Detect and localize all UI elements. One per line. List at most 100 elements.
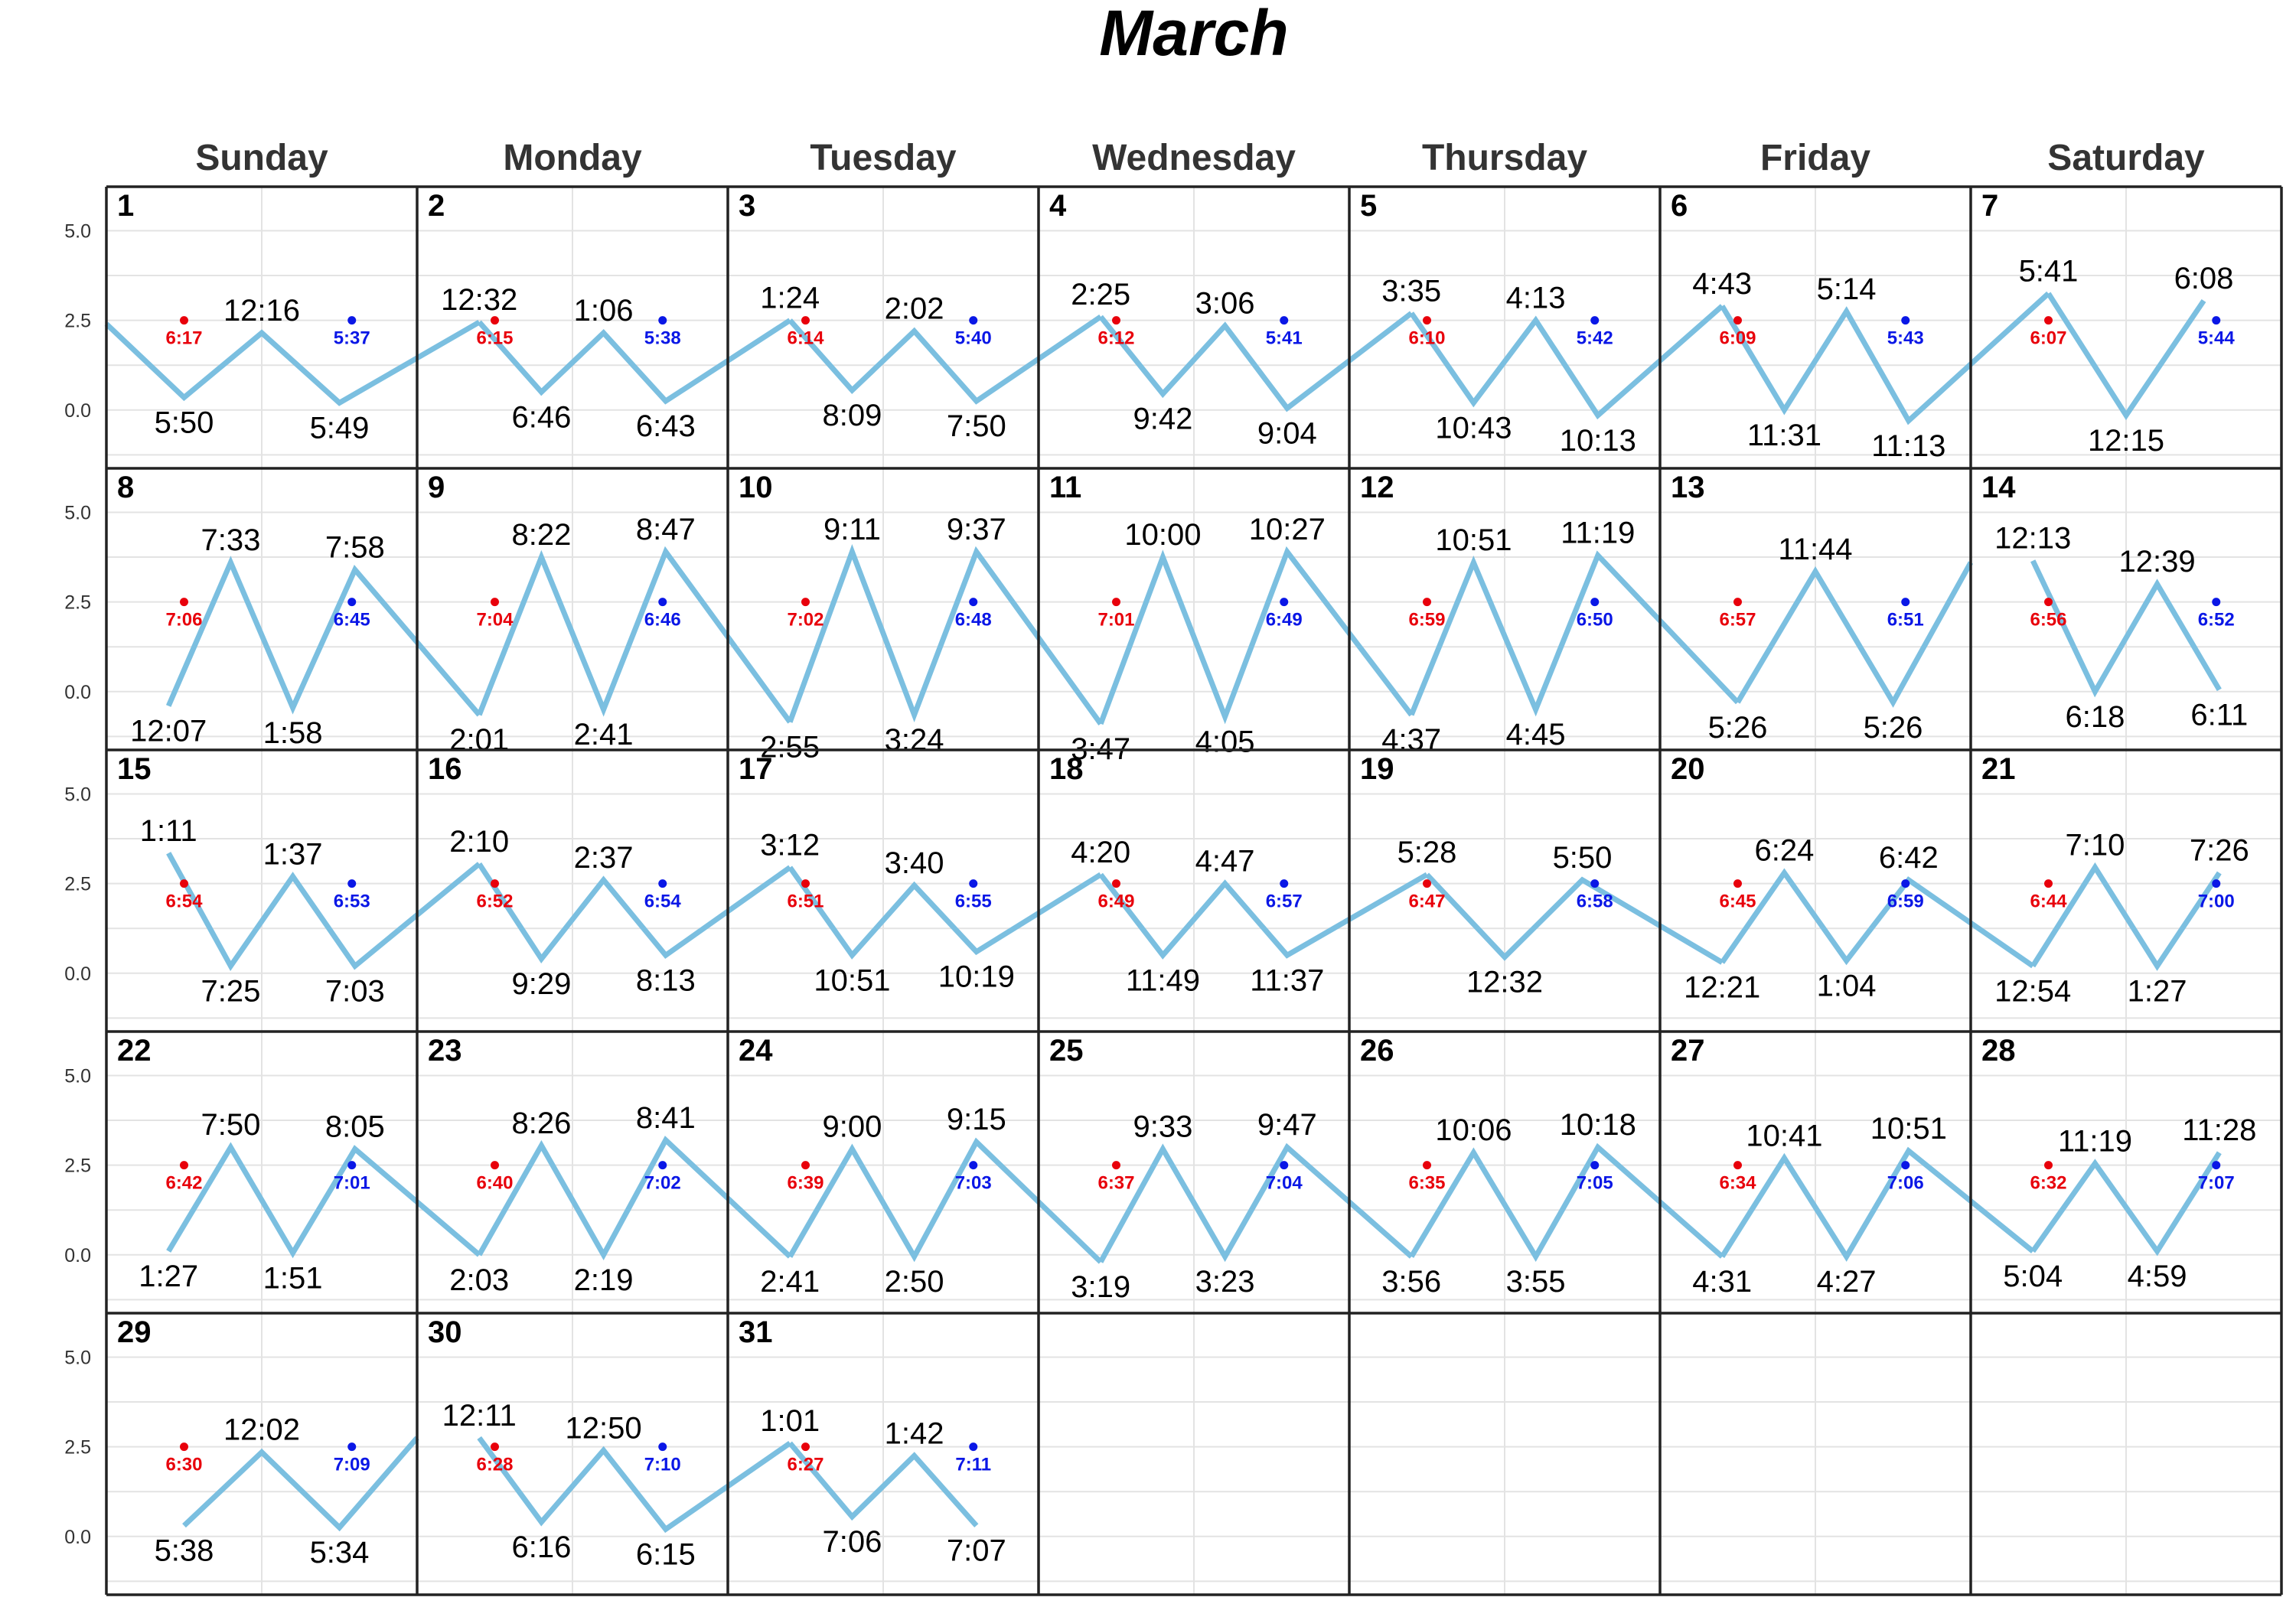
tide-labels: 5:50 12:16 5:49 12:32 6:46 1:06 6:43 1:24 8:09 2:… <box>130 254 2256 1571</box>
day-cell: 25 <box>1049 1034 1084 1068</box>
sunset-dot <box>1901 316 1910 325</box>
y-tick-label: 2.5 <box>64 592 91 614</box>
day-number: 8 <box>117 471 134 504</box>
high-tide-label: 7:58 <box>325 530 385 564</box>
day-cell: 12 <box>1360 471 1394 504</box>
sunrise-dot <box>2044 1161 2053 1170</box>
tide-lines <box>104 291 2222 1534</box>
tide-line <box>787 543 1104 725</box>
day-number: 9 <box>428 471 445 504</box>
tide-line <box>788 1441 979 1528</box>
sunset-dot <box>2212 598 2221 607</box>
sunrise-time: 7:02 <box>787 610 823 631</box>
sunset-time: 5:41 <box>1266 328 1303 349</box>
sunrise-dot <box>801 879 810 888</box>
high-tide-label: 9:15 <box>947 1103 1006 1136</box>
y-tick-label: 5.0 <box>64 1065 91 1087</box>
sunrise-dot <box>180 316 188 325</box>
high-tide-label: 9:37 <box>947 513 1006 546</box>
sunset-dot <box>1280 598 1289 607</box>
sunset-dot <box>1590 1161 1600 1170</box>
sunset-time: 7:01 <box>334 1173 370 1194</box>
high-tide-label: 8:05 <box>325 1110 385 1144</box>
tide-line <box>182 1436 419 1532</box>
day-cell: 7 <box>1981 189 1998 223</box>
day-number: 18 <box>1049 752 1084 786</box>
low-tide-label: 1:51 <box>263 1261 323 1295</box>
high-tide-label: 12:13 <box>1994 522 2071 556</box>
sunset-time: 7:06 <box>1887 1173 1924 1194</box>
sunrise-dot <box>491 316 499 325</box>
day-cell: 11 <box>1049 471 1081 504</box>
sunset-dot <box>347 1161 357 1170</box>
day-cell: 23 <box>428 1034 462 1068</box>
day-cell: 29 <box>117 1315 152 1349</box>
sunrise-time: 6:17 <box>165 328 202 349</box>
low-tide-label: 4:37 <box>1381 723 1441 757</box>
sunrise-time: 6:47 <box>1408 892 1445 912</box>
day-number: 2 <box>428 189 445 223</box>
tide-line <box>2046 292 2206 421</box>
sunrise-time: 6:10 <box>1408 328 1445 349</box>
sunset-time: 5:37 <box>334 328 370 349</box>
high-tide-label: 6:08 <box>2174 262 2234 295</box>
tide-line <box>1720 1146 2035 1262</box>
weekday-label: Thursday <box>1422 138 1587 178</box>
tide-line <box>104 319 481 406</box>
tide-line <box>1098 872 1429 960</box>
high-tide-label: 11:44 <box>1778 533 1852 566</box>
sunrise-time: 6:27 <box>787 1455 823 1475</box>
weekday-label: Wednesday <box>1092 138 1296 178</box>
day-number: 1 <box>117 189 134 223</box>
low-tide-label: 4:05 <box>1195 725 1255 759</box>
low-tide-label: 4:59 <box>2128 1260 2187 1293</box>
tide-line <box>1098 311 1414 412</box>
day-cell: 18 <box>1049 752 1084 786</box>
tide-line <box>1409 1143 1724 1263</box>
day-number: 21 <box>1981 752 2016 786</box>
calendar-grid: 5:50 12:16 5:49 12:32 6:46 1:06 6:43 1:24 8:09 2:… <box>64 185 2283 1596</box>
sunrise-dot <box>180 1442 188 1452</box>
day-number: 7 <box>1981 189 1998 223</box>
sunset-dot <box>2212 879 2221 888</box>
sunset-time: 5:44 <box>2198 328 2236 349</box>
tide-line <box>788 865 1103 960</box>
high-tide-label: 10:06 <box>1435 1113 1512 1147</box>
sunrise-dot <box>2044 316 2053 325</box>
day-number: 24 <box>739 1034 773 1068</box>
sunset-time: 6:49 <box>1266 610 1303 631</box>
high-tide-label: 11:19 <box>2058 1124 2132 1158</box>
tide-line <box>1424 872 1724 965</box>
sunset-dot <box>969 598 978 607</box>
y-tick-label: 0.0 <box>64 963 91 985</box>
day-number: 5 <box>1360 189 1377 223</box>
low-tide-label: 4:31 <box>1692 1265 1752 1299</box>
sunset-dot <box>658 1442 667 1452</box>
high-tide-label: 1:37 <box>263 837 323 871</box>
low-tide-label: 12:21 <box>1684 971 1760 1005</box>
high-tide-label: 1:24 <box>760 282 820 315</box>
tide-line <box>166 852 481 972</box>
sunrise-time: 6:30 <box>165 1455 202 1475</box>
low-tide-label: 12:07 <box>130 715 207 748</box>
sunset-time: 6:53 <box>334 892 370 912</box>
sunrise-dot <box>1423 316 1431 325</box>
high-tide-label: 5:41 <box>2019 254 2079 288</box>
sunrise-dot <box>1112 598 1120 607</box>
sunset-dot <box>1280 316 1289 325</box>
high-tide-label: 1:11 <box>140 814 197 848</box>
y-tick-label: 0.0 <box>64 1527 91 1548</box>
low-tide-label: 11:37 <box>1250 963 1324 997</box>
low-tide-label: 7:25 <box>201 974 260 1008</box>
low-tide-label: 11:31 <box>1747 419 1821 452</box>
high-tide-label: 8:22 <box>511 518 571 552</box>
cell-borders <box>105 185 2283 1596</box>
sunset-time: 7:09 <box>334 1455 370 1475</box>
low-tide-label: 8:13 <box>636 963 696 997</box>
sunrise-time: 6:40 <box>476 1173 513 1194</box>
sunrise-dot <box>491 1161 499 1170</box>
low-tide-label: 2:19 <box>574 1263 634 1297</box>
tide-line <box>166 1142 481 1259</box>
sunrise-time: 6:32 <box>2030 1173 2066 1194</box>
sunset-dot <box>658 1161 667 1170</box>
